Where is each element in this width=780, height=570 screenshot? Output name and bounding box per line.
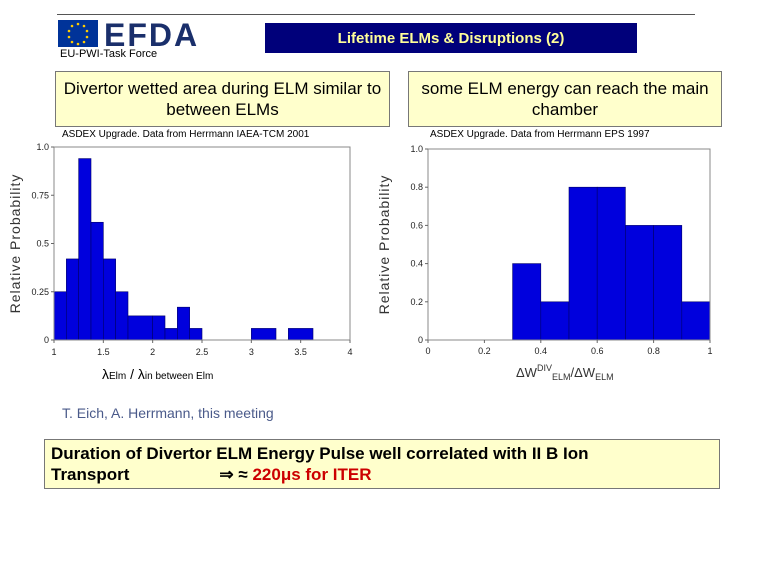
l-bar-4 [103, 258, 116, 341]
r-ytick-label: 1.0 [410, 144, 423, 154]
l-bar-6 [127, 315, 153, 341]
r-bar-4 [625, 225, 654, 341]
l-xtick-label: 2 [150, 347, 155, 357]
conclusion-box: Duration of Divertor ELM Energy Pulse we… [44, 439, 720, 489]
l-xtick-label: 3 [249, 347, 254, 357]
l-ytick-label: 0 [44, 335, 49, 345]
r-ytick-label: 0.6 [410, 220, 423, 230]
r-bar-3 [596, 186, 626, 341]
l-bar-8 [164, 328, 178, 341]
l-bar-2 [78, 158, 92, 341]
left-chart-title: ASDEX Upgrade. Data from Herrmann IAEA-T… [62, 129, 310, 140]
r-xtick-label: 0.8 [647, 346, 660, 356]
l-bar-5 [115, 291, 129, 341]
right-chart-title: ASDEX Upgrade. Data from Herrmann EPS 19… [430, 129, 650, 140]
l-xtick-label: 2.5 [196, 347, 209, 357]
l-bar-9 [177, 306, 190, 341]
citation-text: T. Eich, A. Herrmann, this meeting [62, 405, 274, 421]
l-ytick-label: 0.25 [31, 287, 49, 297]
right-y-axis-label: Relative Probability [376, 175, 392, 315]
right-x-axis-label: ΔWDIVELM/ΔWELM [516, 363, 614, 382]
r-ytick-label: 0.4 [410, 259, 423, 269]
l-xtick-label: 3.5 [294, 347, 307, 357]
r-bar-5 [653, 225, 683, 341]
r-xtick-label: 0.2 [478, 346, 491, 356]
right-histogram: ASDEX Upgrade. Data from Herrmann EPS 19… [376, 129, 713, 382]
l-ytick-label: 0.5 [36, 239, 49, 249]
left-y-axis-label: Relative Probability [7, 174, 23, 314]
r-bar-0 [512, 263, 542, 341]
r-ytick-label: 0.8 [410, 182, 423, 192]
left-caption-box: Divertor wetted area during ELM similar … [55, 71, 390, 127]
l-bar-12 [288, 328, 314, 341]
logo-text: EFDA [104, 18, 199, 50]
r-bar-2 [568, 186, 598, 341]
r-bar-1 [540, 301, 570, 341]
r-xtick-label: 0 [425, 346, 430, 356]
l-xtick-label: 4 [347, 347, 352, 357]
l-bar-11 [251, 328, 277, 341]
r-ytick-label: 0.2 [410, 297, 423, 307]
conclusion-line-1: Duration of Divertor ELM Energy Pulse we… [51, 444, 589, 463]
right-caption-box: some ELM energy can reach the main chamb… [408, 71, 722, 127]
l-bar-10 [189, 328, 203, 341]
left-histogram: ASDEX Upgrade. Data from Herrmann IAEA-T… [7, 129, 353, 357]
r-ytick-label: 0 [418, 335, 423, 345]
l-bar-3 [90, 221, 104, 341]
r-xtick-label: 0.4 [535, 346, 548, 356]
slide-title: Lifetime ELMs & Disruptions (2) [265, 23, 637, 53]
r-xtick-label: 0.6 [591, 346, 604, 356]
r-bar-6 [681, 301, 711, 341]
l-xtick-label: 1.5 [97, 347, 110, 357]
top-rule [57, 14, 695, 15]
r-xtick-label: 1 [707, 346, 712, 356]
l-ytick-label: 1.0 [36, 142, 49, 152]
task-force-label: EU-PWI-Task Force [60, 48, 158, 60]
efda-logo: EFDA [58, 18, 199, 50]
l-ytick-label: 0.75 [31, 190, 49, 200]
l-xtick-label: 1 [51, 347, 56, 357]
l-bar-0 [53, 291, 67, 341]
l-bar-1 [66, 258, 79, 341]
l-bar-7 [152, 315, 166, 341]
right-plot-frame [427, 148, 711, 341]
conclusion-line-2: Transport ⇒ ≈ 220μs for ITER [51, 465, 372, 484]
left-x-axis-label: λElm / λin between Elm [102, 366, 214, 382]
iter-value: 220μs for ITER [252, 465, 372, 484]
